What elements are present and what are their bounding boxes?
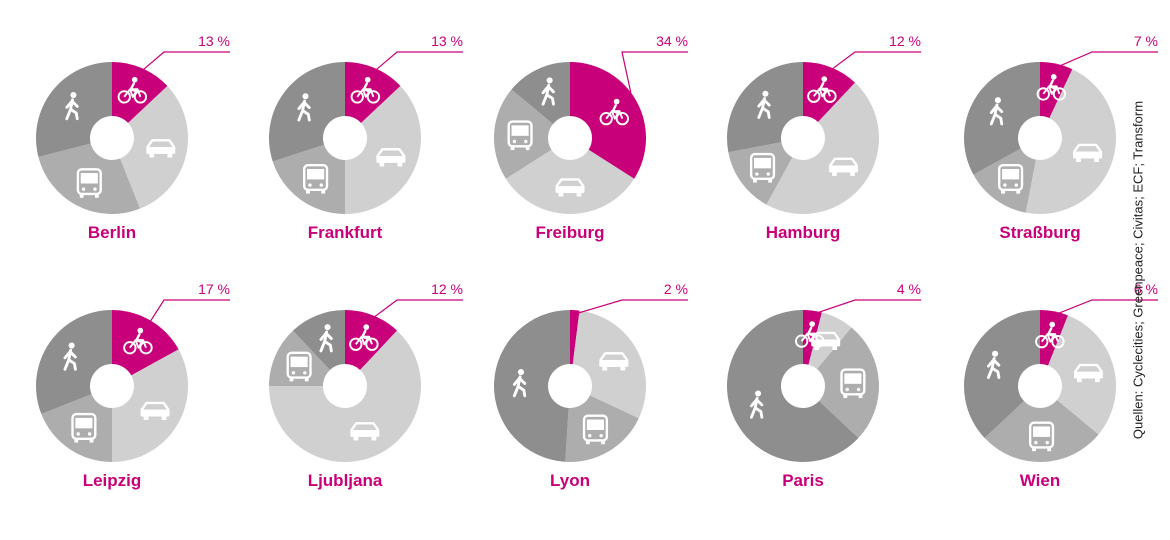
car-icon (599, 352, 629, 371)
slice-car (112, 349, 189, 462)
donut-chart-frankfurt: 13 % Frankfurt (269, 33, 463, 242)
donut-chart-wien: 6 % Wien (964, 281, 1158, 490)
bike-share-label: 13 % (198, 33, 230, 49)
donut-chart-hamburg: 12 % Hamburg (727, 33, 921, 242)
slice-walk (511, 62, 570, 124)
slice-walk (726, 310, 859, 463)
car-icon (1073, 363, 1103, 383)
slice-walk (727, 62, 803, 153)
slice-car (1025, 69, 1116, 214)
bike-share-label: 2 % (664, 281, 688, 297)
bike-share-label: 34 % (656, 33, 688, 49)
pedestrian-icon (319, 324, 333, 353)
donut-chart-ljubljana: 12 % Ljubljana (269, 281, 463, 490)
car-icon (140, 401, 170, 421)
bus-icon (998, 163, 1024, 194)
donut-chart-lyon: 2 % Lyon (493, 281, 688, 490)
bus-icon (507, 120, 533, 151)
bicycle-icon (599, 98, 630, 126)
car-icon (555, 178, 585, 197)
bike-share-label: 7 % (1134, 33, 1158, 49)
bike-share-label: 12 % (431, 281, 463, 297)
bicycle-icon (807, 76, 837, 103)
city-label: Leipzig (83, 471, 142, 490)
bus-icon (582, 414, 609, 445)
pedestrian-icon (749, 390, 764, 419)
bike-leader-line (811, 299, 921, 316)
bike-leader-line (140, 51, 230, 73)
car-icon (811, 331, 841, 350)
bicycle-icon (1036, 74, 1067, 101)
slice-car (505, 149, 635, 215)
city-label: Frankfurt (308, 223, 383, 242)
bike-share-label: 4 % (897, 281, 921, 297)
pedestrian-icon (512, 369, 527, 398)
donut-chart-straßburg: 7 % Straßburg (964, 33, 1158, 242)
bus-icon (286, 351, 312, 382)
pedestrian-icon (65, 91, 79, 121)
donut-chart-paris: 4 % Paris (726, 281, 921, 490)
slice-bike (570, 310, 580, 365)
city-label: Lyon (550, 471, 590, 490)
slice-walk (35, 62, 112, 157)
city-label: Straßburg (999, 223, 1080, 242)
bike-leader-line (621, 51, 688, 104)
bicycle-icon (1035, 321, 1065, 349)
source-text: Quellen: Cyclecities; Greenpeace; Civita… (1130, 100, 1146, 440)
bike-share-label: 17 % (198, 281, 230, 297)
pedestrian-icon (297, 93, 311, 122)
slice-car (766, 82, 880, 215)
donut-chart-freiburg: 34 % Freiburg (494, 33, 688, 242)
city-label: Paris (782, 471, 824, 490)
donut-chart-berlin: 13 % Berlin (35, 33, 230, 242)
donut-chart-leipzig: 17 % Leipzig (36, 281, 230, 490)
slice-bike (570, 62, 646, 179)
bus-icon (749, 152, 776, 183)
slice-car (269, 330, 421, 462)
car-icon (350, 422, 380, 441)
bike-share-label: 12 % (889, 33, 921, 49)
city-label: Hamburg (766, 223, 841, 242)
bike-leader-line (574, 299, 688, 315)
city-label: Ljubljana (308, 471, 383, 490)
bike-leader-line (373, 51, 463, 73)
bus-icon (76, 168, 102, 198)
car-icon (828, 157, 858, 176)
slice-walk (493, 310, 570, 462)
car-icon (146, 139, 176, 158)
pedestrian-icon (541, 77, 555, 106)
car-icon (1073, 143, 1103, 163)
bike-leader-line (148, 299, 230, 325)
bike-leader-line (829, 51, 921, 72)
bicycle-icon (350, 76, 381, 104)
slice-bus (728, 142, 793, 205)
bus-icon (71, 412, 97, 443)
bicycle-icon (349, 324, 379, 351)
bike-share-label: 13 % (431, 33, 463, 49)
bicycle-icon (117, 76, 148, 104)
bike-leader-line (1055, 51, 1158, 69)
city-label: Wien (1020, 471, 1060, 490)
city-label: Freiburg (536, 223, 605, 242)
bus-icon (1028, 421, 1055, 452)
pedestrian-icon (986, 350, 1001, 379)
bus-icon (840, 368, 866, 399)
slice-walk (964, 309, 1040, 439)
pedestrian-icon (757, 90, 771, 119)
pedestrian-icon (989, 97, 1004, 126)
bus-icon (303, 163, 329, 194)
bike-leader-line (371, 299, 463, 320)
slice-walk (292, 310, 345, 370)
bike-leader-line (1053, 299, 1158, 316)
car-icon (376, 148, 406, 167)
bicycle-icon (123, 327, 153, 355)
city-label: Berlin (88, 223, 136, 242)
bike-share-label: 6 % (1134, 281, 1158, 297)
pedestrian-icon (63, 342, 77, 371)
